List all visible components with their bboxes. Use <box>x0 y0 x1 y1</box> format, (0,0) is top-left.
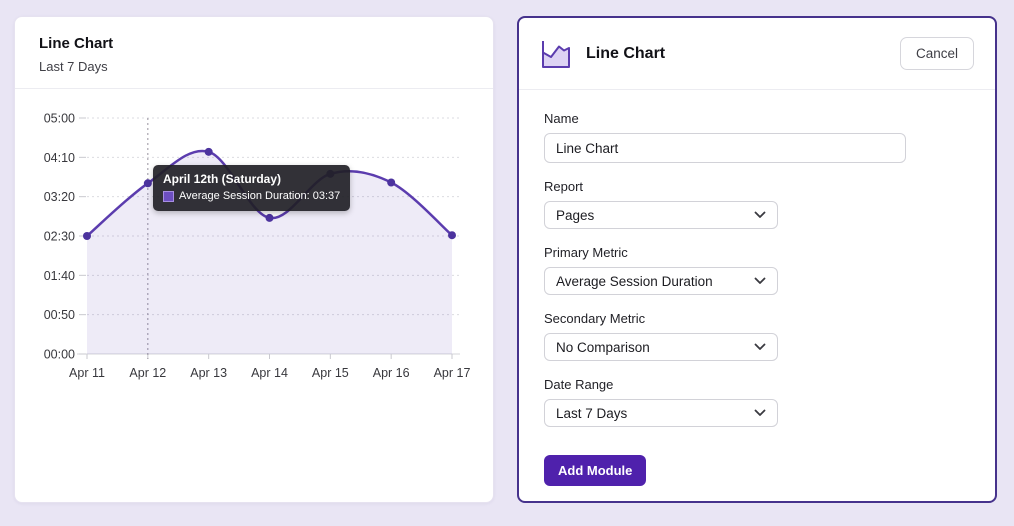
line-chart-icon <box>539 38 573 70</box>
svg-text:Apr 11: Apr 11 <box>69 366 105 380</box>
line-chart-svg[interactable]: 00:00 00:50 01:40 02:30 03:20 04:10 05:00 Apr 1… <box>15 101 495 411</box>
module-editor-card: Line Chart Cancel Name Report Pages Prim… <box>517 16 997 503</box>
tooltip-date: April 12th (Saturday) <box>163 172 282 186</box>
primary-metric-label: Primary Metric <box>544 245 628 260</box>
chart-card-title: Line Chart <box>39 35 114 52</box>
add-module-button[interactable]: Add Module <box>544 455 647 486</box>
secondary-metric-label: Secondary Metric <box>544 311 646 326</box>
svg-text:02:30: 02:30 <box>44 230 75 244</box>
svg-text:Apr 16: Apr 16 <box>373 366 410 380</box>
report-select-value: Pages <box>556 207 595 223</box>
svg-text:00:50: 00:50 <box>44 308 75 322</box>
secondary-metric-select-value: No Comparison <box>556 339 650 355</box>
module-editor-header: Line Chart Cancel <box>519 18 995 90</box>
secondary-metric-field-group: Secondary Metric No Comparison <box>544 311 970 361</box>
svg-text:Apr 14: Apr 14 <box>251 366 288 380</box>
chart-preview-card: Line Chart Last 7 Days 00:00 00:50 01:40 02… <box>14 16 494 503</box>
date-range-label: Date Range <box>544 377 614 392</box>
report-label: Report <box>544 179 584 194</box>
primary-metric-select-value: Average Session Duration <box>556 273 713 289</box>
series-swatch-icon <box>163 191 174 202</box>
report-field-group: Report Pages <box>544 179 970 229</box>
chevron-down-icon <box>754 343 766 350</box>
date-range-select-value: Last 7 Days <box>556 405 628 421</box>
report-select[interactable]: Pages <box>544 201 778 229</box>
chevron-down-icon <box>754 277 766 284</box>
module-editor-title: Line Chart <box>586 44 666 62</box>
svg-text:Apr 17: Apr 17 <box>434 366 471 380</box>
svg-text:01:40: 01:40 <box>44 269 75 283</box>
primary-metric-select[interactable]: Average Session Duration <box>544 267 778 295</box>
svg-text:00:00: 00:00 <box>44 348 75 362</box>
chart-card-subtitle: Last 7 Days <box>39 59 108 74</box>
svg-text:Apr 13: Apr 13 <box>190 366 227 380</box>
cancel-button[interactable]: Cancel <box>899 37 974 70</box>
chart-card-header: Line Chart Last 7 Days <box>15 17 493 89</box>
date-range-field-group: Date Range Last 7 Days <box>544 377 970 427</box>
chevron-down-icon <box>754 211 766 218</box>
name-label: Name <box>544 111 579 126</box>
tooltip-metric-row: Average Session Duration: 03:37 <box>163 190 340 203</box>
chevron-down-icon <box>754 409 766 416</box>
svg-text:Apr 12: Apr 12 <box>129 366 166 380</box>
tooltip-metric-value: Average Session Duration: 03:37 <box>179 190 341 202</box>
svg-text:05:00: 05:00 <box>44 112 75 126</box>
svg-text:03:20: 03:20 <box>44 190 75 204</box>
line-chart[interactable]: 00:00 00:50 01:40 02:30 03:20 04:10 05:00 Apr 1… <box>15 101 495 411</box>
module-editor-form: Name Report Pages Primary Metric Average… <box>519 90 995 486</box>
primary-metric-field-group: Primary Metric Average Session Duration <box>544 245 970 295</box>
svg-text:04:10: 04:10 <box>44 151 75 165</box>
secondary-metric-select[interactable]: No Comparison <box>544 333 778 361</box>
svg-text:Apr 15: Apr 15 <box>312 366 349 380</box>
name-field-group: Name <box>544 111 970 163</box>
name-input[interactable] <box>544 133 906 163</box>
chart-tooltip: April 12th (Saturday) Average Session Du… <box>153 165 351 211</box>
date-range-select[interactable]: Last 7 Days <box>544 399 778 427</box>
